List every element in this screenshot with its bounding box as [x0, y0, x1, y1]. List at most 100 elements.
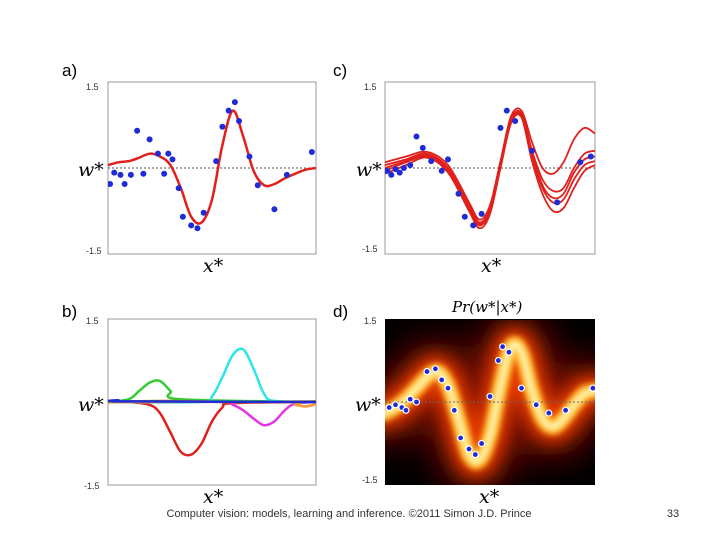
- panel-b-series-green: [108, 379, 316, 404]
- panel-b-series-red: [108, 399, 316, 457]
- panel-a-point-8: [146, 136, 153, 143]
- panel-a-label: a): [62, 61, 77, 80]
- panel-a-point-14: [179, 213, 186, 220]
- panel-c-label: c): [333, 61, 347, 80]
- panel-d-density-peak: [385, 340, 595, 466]
- panel-d-point-2: [391, 401, 400, 409]
- panel-c-point-21: [577, 159, 584, 166]
- panel-a-xlabel: x*: [203, 255, 224, 277]
- panel-d-point-22: [545, 409, 553, 417]
- panel-a-point-25: [271, 206, 278, 213]
- panel-a-point-7: [140, 170, 147, 177]
- panel-d-ytick-top: 1.5: [364, 316, 377, 326]
- panel-c-point-5: [400, 165, 407, 171]
- panel-d-ytick-bottom: -1.5: [362, 475, 378, 485]
- panel-c-point-13: [461, 213, 468, 220]
- panel-b-xlabel: x*: [203, 486, 224, 508]
- panel-c-sample-3: [385, 111, 595, 226]
- panel-d-point-17: [494, 356, 502, 365]
- panel-d-point-11: [450, 406, 458, 414]
- panel-c-ylabel: w*: [356, 159, 382, 181]
- panel-d: Pr(w*|x*) 1.5 -1.5 w* x*: [355, 298, 595, 508]
- panel-c-point-20: [554, 199, 561, 206]
- panel-d-point-14: [471, 450, 479, 459]
- panel-c-ytick-top: 1.5: [364, 82, 377, 92]
- panel-d-point-19: [505, 348, 513, 356]
- panel-a-point-19: [219, 123, 226, 130]
- panel-b: 1.5 -1.5 w* x*: [78, 316, 317, 508]
- panel-b-series-blue: [108, 399, 316, 404]
- panel-a-point-23: [246, 153, 253, 160]
- panel-d-point-16: [486, 392, 494, 401]
- panel-a-ytick-bottom: -1.5: [86, 246, 102, 256]
- panel-c-point-3: [392, 166, 399, 173]
- panel-c-point-16: [497, 124, 504, 131]
- panel-b-ylabel: w*: [78, 394, 104, 416]
- panel-d-ylabel: w*: [355, 394, 381, 416]
- panel-a-series-1: [108, 109, 316, 225]
- panel-a-point-24: [254, 182, 261, 189]
- panel-a-point-9: [154, 150, 161, 157]
- panel-c-point-11: [445, 156, 451, 163]
- panel-c-point-10: [438, 167, 445, 174]
- panel-a-point-12: [169, 156, 176, 163]
- panel-c-point-2: [388, 171, 395, 178]
- panel-a-point-16: [194, 225, 201, 232]
- panel-c-point-7: [413, 133, 420, 140]
- panel-d-point-20: [517, 384, 526, 392]
- panel-c-point-17: [503, 107, 510, 114]
- panel-d-point-5: [406, 395, 414, 403]
- panel-d-point-6: [412, 398, 421, 406]
- panel-d-point-10: [444, 384, 452, 392]
- panel-a-point-17: [200, 209, 207, 216]
- panel-c-point-14: [470, 222, 477, 229]
- panel-c-point-1: [385, 167, 391, 174]
- panel-a-point-10: [161, 170, 168, 177]
- panel-a-point-11: [165, 150, 172, 157]
- panel-a-point-13: [175, 185, 182, 192]
- panel-d-point-1: [385, 403, 393, 412]
- panel-c-point-15: [478, 210, 485, 217]
- panel-b-label: b): [62, 302, 77, 321]
- panel-c-point-9: [428, 158, 435, 165]
- panel-a-point-27: [308, 148, 315, 155]
- panel-c-sample-4: [385, 113, 595, 230]
- panel-c-point-18: [512, 117, 519, 124]
- panel-d-title: Pr(w*|x*): [451, 298, 522, 316]
- panel-a-point-3: [117, 171, 124, 178]
- panel-d-point-9: [438, 376, 446, 384]
- panel-c-point-12: [455, 190, 462, 197]
- panel-b-ytick-bottom: -1.5: [84, 481, 100, 491]
- panel-a-point-1: [108, 181, 114, 188]
- panel-d-point-4: [402, 406, 410, 414]
- panel-d-point-18: [499, 343, 507, 351]
- panel-c-ytick-bottom: -1.5: [362, 244, 378, 254]
- panel-c-point-6: [407, 162, 414, 169]
- panel-d-point-8: [431, 365, 439, 373]
- panel-a-point-20: [225, 107, 232, 114]
- panel-d-point-24: [589, 384, 595, 392]
- panel-d-point-21: [532, 401, 540, 409]
- panel-a-point-22: [236, 117, 243, 124]
- panel-a-point-5: [127, 171, 134, 178]
- panel-a-ylabel: w*: [78, 159, 104, 181]
- panel-c-point-19: [529, 147, 535, 154]
- panel-c-point-8: [419, 144, 426, 151]
- panel-a-point-26: [283, 171, 290, 178]
- panel-c-point-22: [587, 153, 594, 160]
- panel-c-point-4: [396, 169, 403, 176]
- panel-d-point-15: [478, 439, 486, 448]
- panel-a: 1.5 -1.5 w* x*: [78, 81, 317, 277]
- panel-d-point-23: [561, 406, 570, 414]
- panel-d-point-12: [457, 434, 465, 442]
- panel-a-point-2: [111, 169, 118, 176]
- panel-c: 1.5 -1.5 w* x*: [356, 81, 596, 277]
- panel-a-point-15: [188, 222, 195, 229]
- slide-footer: Computer vision: models, learning and in…: [166, 508, 532, 520]
- panel-a-point-18: [213, 158, 220, 165]
- panel-a-point-4: [121, 181, 128, 188]
- panel-a-point-6: [134, 127, 141, 134]
- panel-d-label: d): [333, 302, 348, 321]
- panel-d-xlabel: x*: [479, 486, 500, 508]
- panel-d-point-7: [423, 367, 431, 376]
